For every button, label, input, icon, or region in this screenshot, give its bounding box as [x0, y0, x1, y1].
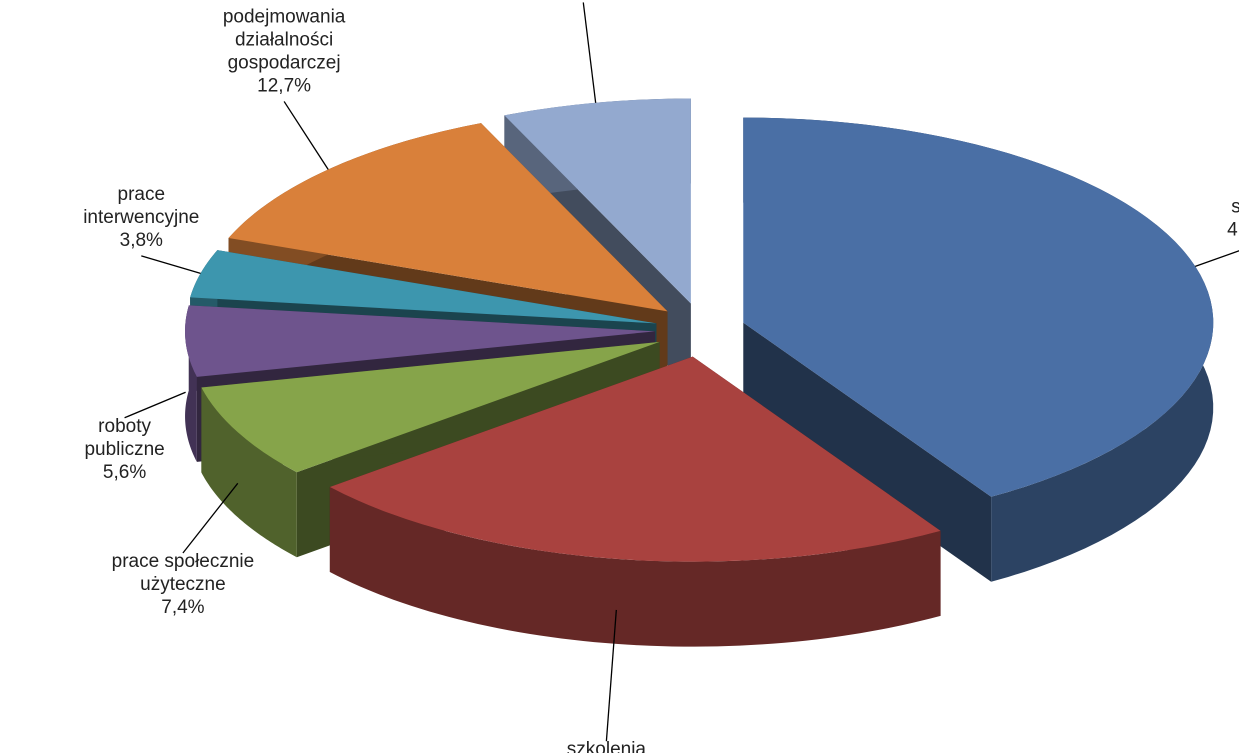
leader-line — [1195, 250, 1239, 267]
slice-top — [185, 305, 656, 377]
leader-line — [283, 101, 329, 170]
category-label: prace interwencyjne — [83, 184, 199, 228]
slice-top — [190, 250, 657, 324]
slice-top — [228, 123, 668, 312]
category-label: prace społecznie użyteczne — [112, 551, 255, 595]
label-line: gospodarczej — [228, 52, 341, 73]
slice-top — [504, 98, 691, 304]
value-label: 7,4% — [161, 597, 204, 618]
slice-wall — [201, 387, 297, 558]
category-label: roboty publiczne — [84, 416, 164, 460]
label-line: dofinansowanie — [218, 0, 350, 4]
label-line: prace — [118, 184, 166, 205]
label-line: roboty — [98, 416, 151, 437]
label-line: szkolenia — [567, 739, 647, 753]
value-label: 5,6% — [103, 462, 146, 483]
label-line: działalności — [235, 29, 333, 50]
category-label: staże — [1231, 196, 1239, 217]
leader-line — [182, 482, 239, 554]
slice — [329, 356, 941, 647]
slice-wall — [329, 486, 941, 647]
slice-top — [329, 356, 941, 562]
label-line: prace społecznie — [112, 551, 255, 572]
category-label: dofinansowanie podejmowaniadziałalnościgo… — [218, 0, 350, 73]
slice — [743, 117, 1214, 582]
value-label: 12,7% — [257, 75, 311, 96]
value-label: 41,2% — [1227, 219, 1239, 240]
label-line: publiczne — [84, 439, 164, 460]
slice-side — [743, 322, 992, 582]
value-label: 3,8% — [120, 230, 163, 251]
leader-line — [124, 391, 186, 419]
label-line: staże — [1231, 196, 1239, 217]
category-label: szkolenia — [567, 739, 647, 753]
leader-line — [141, 255, 201, 275]
leader-line — [582, 2, 597, 103]
label-line: użyteczne — [140, 574, 226, 595]
slice-top — [743, 117, 1214, 497]
leader-line — [605, 609, 617, 742]
label-line: interwencyjne — [83, 207, 199, 228]
slice-top — [201, 341, 660, 473]
label-line: podejmowania — [223, 6, 346, 27]
